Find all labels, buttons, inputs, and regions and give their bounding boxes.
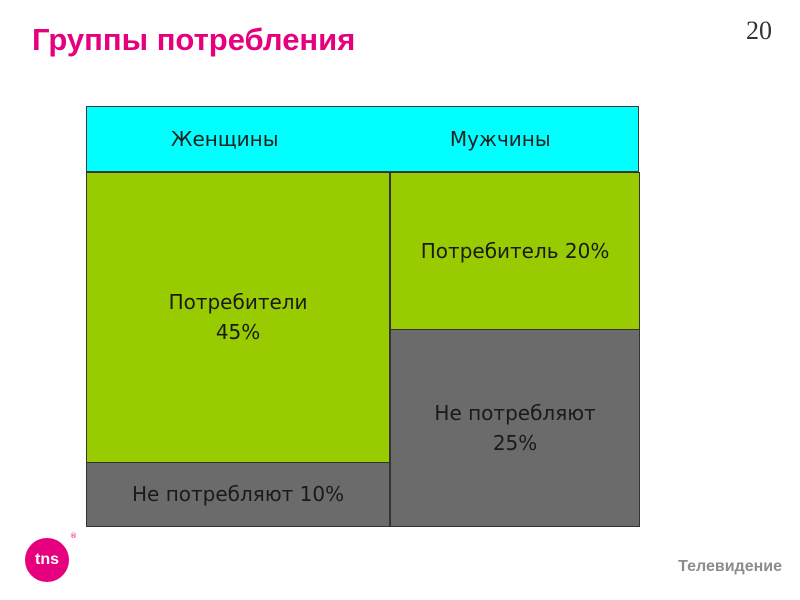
page-number: 20: [746, 16, 772, 45]
segment-label: Потребитель 20%: [420, 239, 610, 264]
footer-label: Телевидение: [678, 558, 782, 575]
segment-label: Не потребляют 25%: [434, 401, 596, 456]
tns-logo: tns: [25, 538, 69, 582]
segment-label: Не потребляют 10%: [132, 482, 345, 507]
slide-title: Группы потребления: [32, 22, 356, 57]
logo-text: tns: [35, 551, 59, 568]
mekko-chart: Женщины Мужчины Потребители 45% Не потреб…: [86, 106, 640, 527]
category-label-men: Мужчины: [449, 127, 551, 151]
registered-mark: ®: [70, 532, 77, 540]
consumers-segment-women: Потребители 45%: [86, 172, 391, 463]
category-label-women: Женщины: [170, 127, 279, 151]
non-consumers-segment-women: Не потребляют 10%: [86, 461, 391, 527]
segment-label: Потребители 45%: [168, 290, 308, 345]
chart-header-band: Женщины Мужчины: [86, 106, 639, 172]
consumers-segment-men: Потребитель 20%: [390, 172, 640, 331]
non-consumers-segment-men: Не потребляют 25%: [390, 329, 640, 527]
